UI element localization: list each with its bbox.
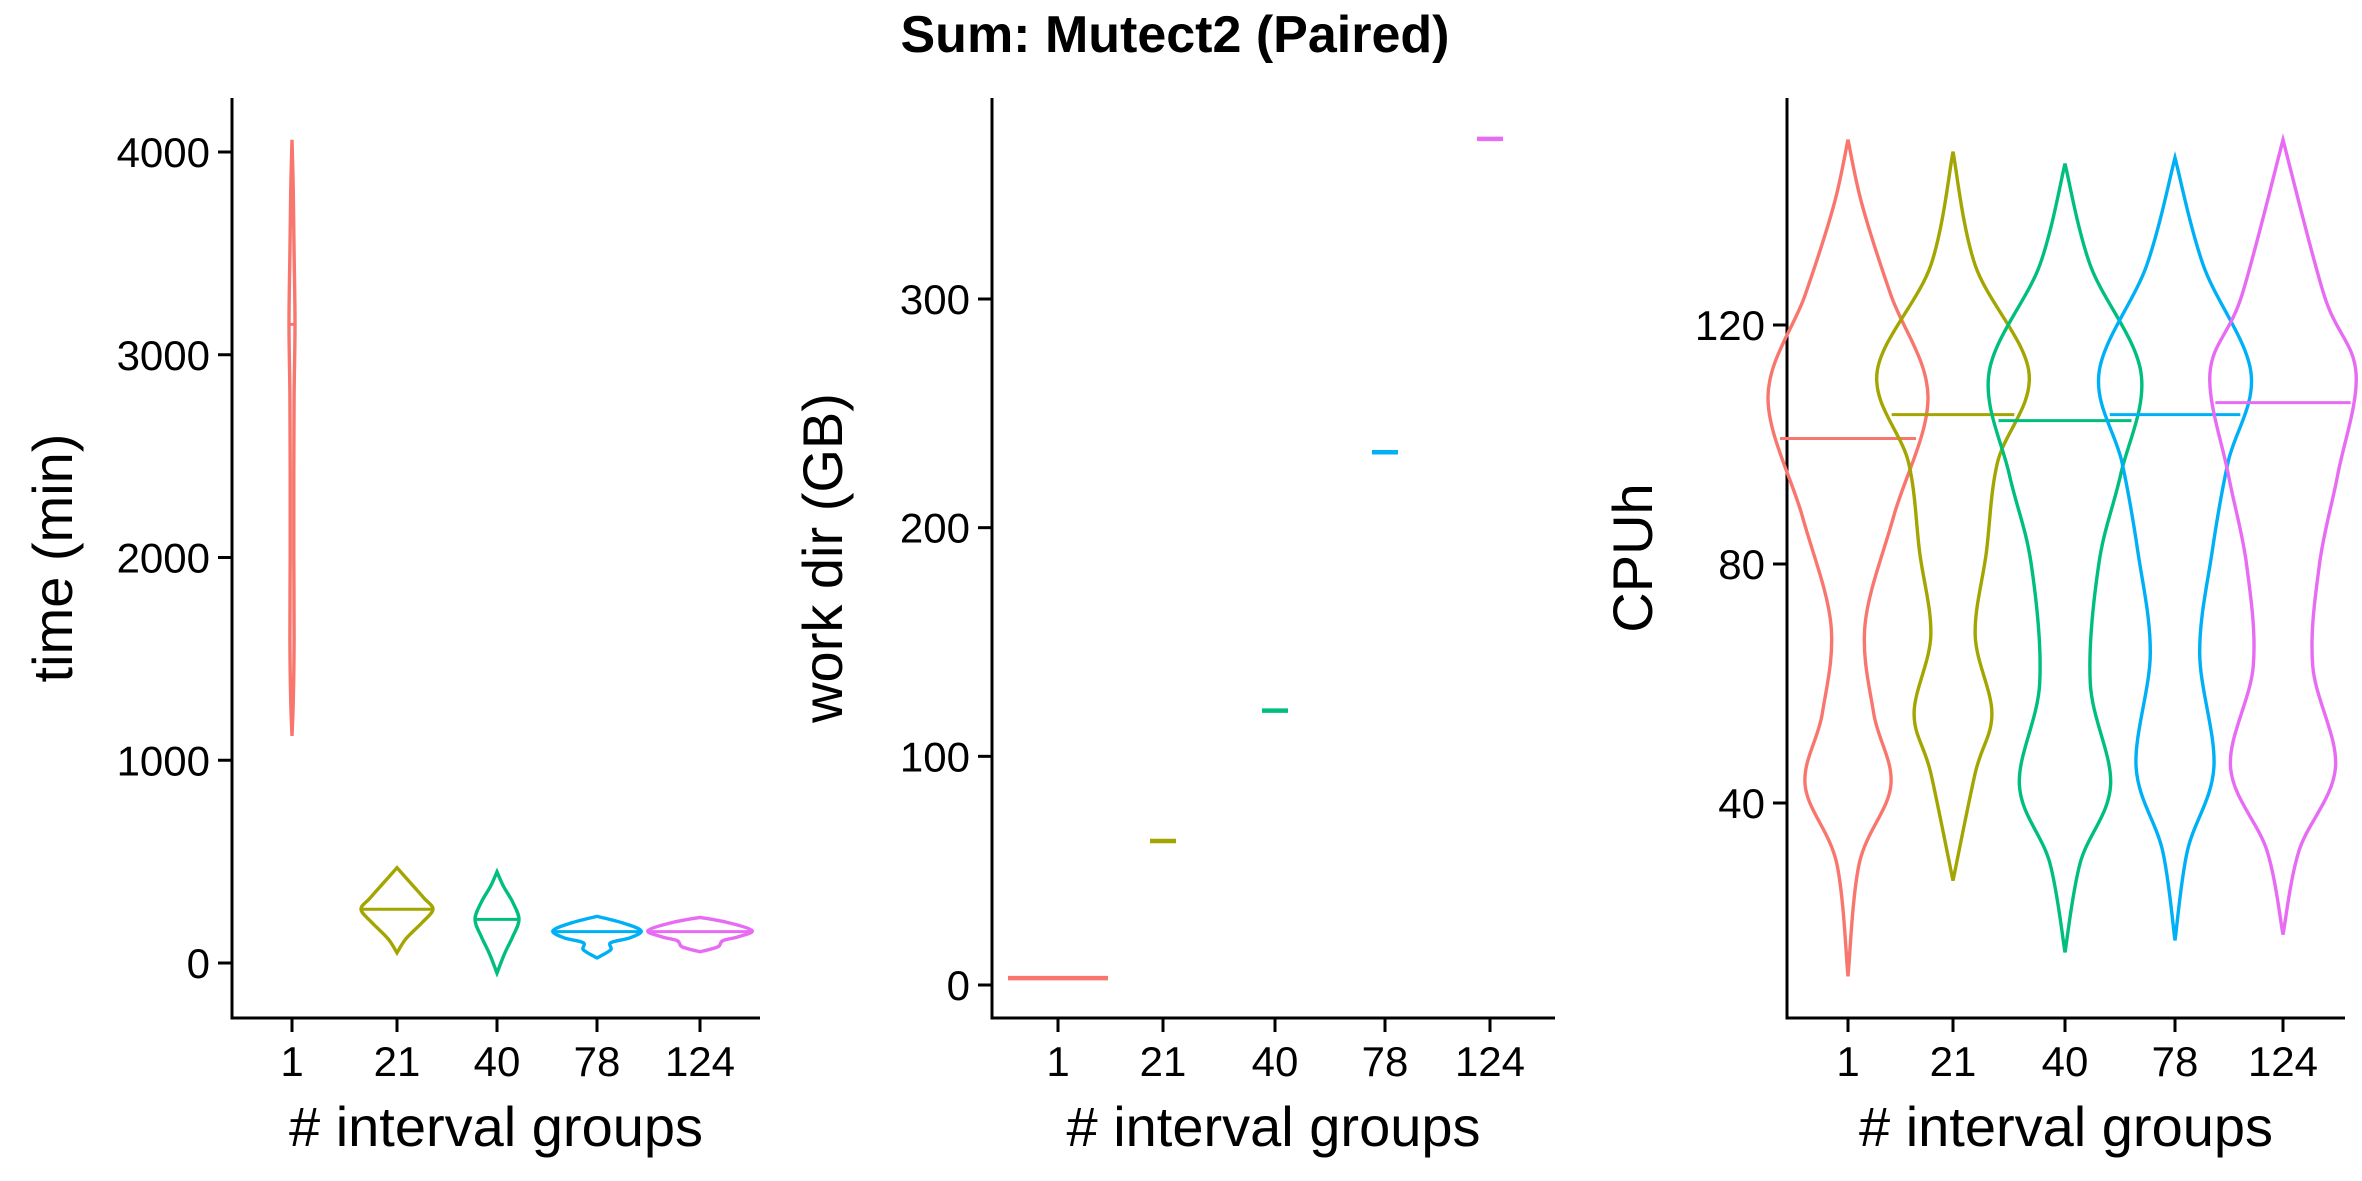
- y-axis-label: CPUh: [1601, 483, 1664, 632]
- x-tick-label: 1: [280, 1038, 303, 1085]
- x-tick-label: 1: [1046, 1038, 1069, 1085]
- x-tick-label: 124: [665, 1038, 735, 1085]
- panel-2: 0 100 200 300 1 21 40 78 124 # interval groups wor…: [791, 98, 1555, 1158]
- y-tick-label: 4000: [117, 129, 210, 176]
- x-axis-label: # interval groups: [1066, 1095, 1480, 1158]
- x-tick-label: 21: [1930, 1038, 1977, 1085]
- y-axis-label: work dir (GB): [791, 393, 854, 724]
- violin-124: [2210, 140, 2356, 935]
- x-tick-label: 21: [1140, 1038, 1187, 1085]
- violin-78: [2098, 158, 2251, 941]
- y-tick-label: 3000: [117, 332, 210, 379]
- x-tick-label: 1: [1836, 1038, 1859, 1085]
- x-tick-label: 124: [1455, 1038, 1525, 1085]
- violin-21: [1877, 152, 2030, 881]
- x-tick-label: 124: [2248, 1038, 2318, 1085]
- x-tick-label: 40: [474, 1038, 521, 1085]
- x-tick-label: 40: [2042, 1038, 2089, 1085]
- y-tick-label: 1000: [117, 737, 210, 784]
- y-tick-label: 80: [1718, 541, 1765, 588]
- violin-78: [553, 916, 641, 958]
- y-tick-label: 40: [1718, 780, 1765, 827]
- x-axis-label: # interval groups: [289, 1095, 703, 1158]
- y-tick-label: 300: [900, 276, 970, 323]
- panel-1: 0 1000 2000 3000 4000 1 21 40 78 124 # interval gr…: [21, 98, 760, 1158]
- violin-40: [1988, 164, 2142, 953]
- x-tick-label: 21: [374, 1038, 421, 1085]
- x-tick-label: 78: [1362, 1038, 1409, 1085]
- y-tick-label: 0: [187, 940, 210, 987]
- panel-3: 40 80 120 1 21 40 78 124 # interval groups CPUh: [1601, 98, 2356, 1158]
- x-tick-label: 78: [2152, 1038, 2199, 1085]
- x-axis-label: # interval groups: [1859, 1095, 2273, 1158]
- chart-title: Sum: Mutect2 (Paired): [901, 6, 1450, 64]
- violin-40: [475, 872, 519, 973]
- y-tick-label: 2000: [117, 535, 210, 582]
- violin-1: [1768, 140, 1928, 977]
- y-tick-label: 200: [900, 505, 970, 552]
- y-tick-label: 0: [947, 962, 970, 1009]
- y-axis-label: time (min): [21, 434, 84, 683]
- x-tick-label: 40: [1252, 1038, 1299, 1085]
- x-tick-label: 78: [574, 1038, 621, 1085]
- violin-124: [648, 917, 752, 951]
- y-tick-label: 120: [1695, 302, 1765, 349]
- y-tick-label: 100: [900, 733, 970, 780]
- violin-1: [289, 140, 295, 736]
